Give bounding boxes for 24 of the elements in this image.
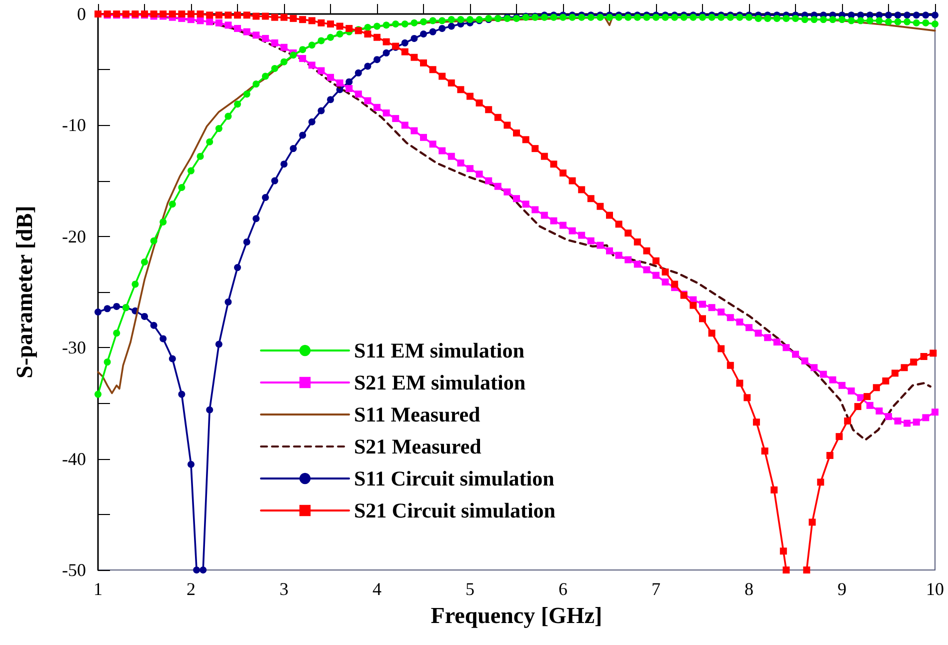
x-tick-label: 1 xyxy=(94,579,102,599)
x-tick-label: 5 xyxy=(466,579,474,599)
x-tick-label: 9 xyxy=(838,579,846,599)
x-tick-label: 3 xyxy=(280,579,288,599)
y-tick-label: -50 xyxy=(62,560,86,580)
y-tick-label: 0 xyxy=(77,4,86,24)
x-tick-label: 8 xyxy=(744,579,754,599)
legend-label: S11 EM simulation xyxy=(354,338,525,362)
y-tick-label: -30 xyxy=(62,338,86,358)
x-tick-label: 2 xyxy=(186,579,196,599)
y-axis-title: S-parameter [dB] xyxy=(12,206,37,378)
legend-label: S21 Circuit simulation xyxy=(354,498,556,522)
x-tick-label: 10 xyxy=(926,579,944,599)
legend-label: S11 Circuit simulation xyxy=(354,466,555,490)
x-tick-label: 7 xyxy=(652,579,660,599)
x-tick-label: 4 xyxy=(372,579,382,599)
x-tick-label: 6 xyxy=(558,579,568,599)
y-tick-label: -10 xyxy=(62,115,86,136)
y-tick-label: -20 xyxy=(62,226,86,246)
legend-label: S21 Measured xyxy=(354,434,482,458)
legend-label: S21 EM simulation xyxy=(354,370,526,394)
y-tick-label: -40 xyxy=(62,448,86,469)
x-axis-title: Frequency [GHz] xyxy=(430,603,602,628)
legend-label: S11 Measured xyxy=(354,402,481,426)
